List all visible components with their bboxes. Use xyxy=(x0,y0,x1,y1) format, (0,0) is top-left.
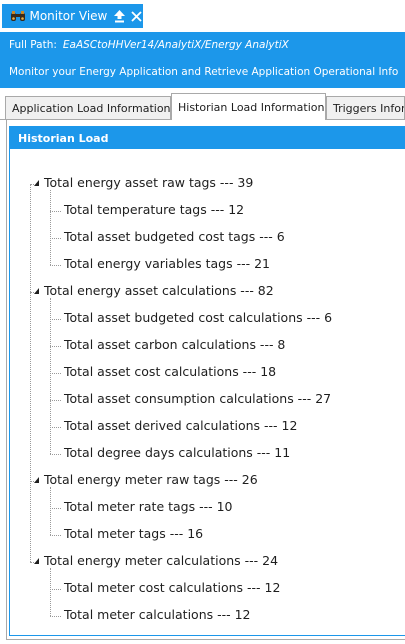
tree-connector xyxy=(30,292,34,293)
tree-node-root[interactable]: Total energy asset calculations --- 82 xyxy=(44,283,274,298)
tree-node-child[interactable]: Total asset budgeted cost calculations -… xyxy=(64,310,333,325)
document-tab-strip: Monitor View xyxy=(0,0,405,32)
expanded-triangle-icon[interactable] xyxy=(34,558,39,564)
tree-connector xyxy=(50,373,61,374)
tree-node-root[interactable]: Total energy asset raw tags --- 39 xyxy=(44,175,254,190)
info-header: Full Path: EaASCtoHHVer14/AnalytiX/Energy… xyxy=(0,32,405,88)
tree-node-child[interactable]: Total asset carbon calculations --- 8 xyxy=(64,337,286,352)
tree-connector xyxy=(50,346,61,347)
tree-connector xyxy=(30,184,34,185)
tab-content-panel xyxy=(6,120,405,640)
monitor-view-tab[interactable]: Monitor View xyxy=(2,4,143,28)
tree-connector xyxy=(50,487,51,535)
tree-node-root[interactable]: Total energy meter raw tags --- 26 xyxy=(44,472,258,487)
tree-node-child[interactable]: Total meter calculations --- 12 xyxy=(64,607,251,622)
tab-triggers-information[interactable]: Triggers Information xyxy=(326,96,405,119)
full-path-row: Full Path: EaASCtoHHVer14/AnalytiX/Energy… xyxy=(9,39,289,51)
tree-connector xyxy=(50,568,51,616)
header-description: Monitor your Energy Application and Retr… xyxy=(9,66,399,78)
tree-connector xyxy=(50,454,61,455)
full-path-value: EaASCtoHHVer14/AnalytiX/Energy AnalytiX xyxy=(62,39,289,51)
tree-node-child[interactable]: Total asset cost calculations --- 18 xyxy=(64,364,277,379)
tree-connector xyxy=(50,589,61,590)
pin-icon[interactable] xyxy=(113,8,126,24)
group-title: Historian Load xyxy=(10,127,405,149)
tree-connector xyxy=(30,481,34,482)
tree-node-child[interactable]: Total degree days calculations --- 11 xyxy=(64,445,291,460)
expanded-triangle-icon[interactable] xyxy=(34,180,39,186)
tree-node-child[interactable]: Total temperature tags --- 12 xyxy=(64,202,245,217)
tree-connector xyxy=(50,238,61,239)
full-path-label: Full Path: xyxy=(9,39,57,51)
tree-connector xyxy=(50,319,61,320)
expanded-triangle-icon[interactable] xyxy=(34,477,39,483)
tree-connector xyxy=(50,265,61,266)
window-title: Monitor View xyxy=(29,9,108,23)
binoculars-icon xyxy=(10,8,26,24)
tree-node-root[interactable]: Total energy meter calculations --- 24 xyxy=(44,553,279,568)
expanded-triangle-icon[interactable] xyxy=(34,288,39,294)
close-icon[interactable] xyxy=(130,8,143,24)
tree-connector xyxy=(30,184,31,562)
historian-load-group xyxy=(9,126,405,636)
tree-node-child[interactable]: Total meter tags --- 16 xyxy=(64,526,204,541)
tree-connector xyxy=(50,427,61,428)
tree-connector xyxy=(50,211,61,212)
tree-connector xyxy=(50,298,51,454)
tab-historian-load-information[interactable]: Historian Load Information xyxy=(171,93,326,120)
tab-application-load-information[interactable]: Application Load Information xyxy=(5,96,171,119)
tree-node-child[interactable]: Total energy variables tags --- 21 xyxy=(64,256,270,271)
tree-node-child[interactable]: Total meter rate tags --- 10 xyxy=(64,499,233,514)
tree-connector xyxy=(50,508,61,509)
tree-node-child[interactable]: Total asset derived calculations --- 12 xyxy=(64,418,298,433)
tree-node-child[interactable]: Total asset consumption calculations ---… xyxy=(64,391,332,406)
tree-connector xyxy=(30,562,34,563)
tree-connector xyxy=(50,190,51,265)
tree-connector xyxy=(50,616,61,617)
tree-connector xyxy=(50,535,61,536)
tree-connector xyxy=(50,400,61,401)
tree-node-child[interactable]: Total meter cost calculations --- 12 xyxy=(64,580,281,595)
tree-node-child[interactable]: Total asset budgeted cost tags --- 6 xyxy=(64,229,285,244)
